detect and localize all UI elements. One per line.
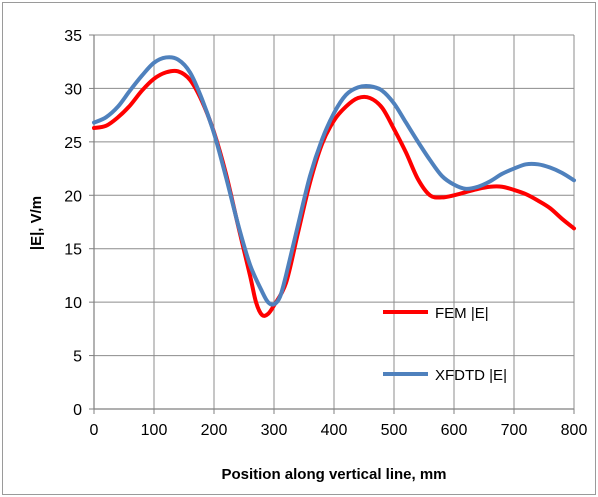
y-tick-label-25: 25 — [64, 135, 82, 152]
legend-label-xfdtd: XFDTD |E| — [435, 367, 507, 384]
y-tick-label-15: 15 — [64, 242, 82, 259]
x-axis-title: Position along vertical line, mm — [221, 466, 446, 483]
tick-labels: 0 100 200 300 400 500 600 700 800 0 5 10 15 20 25 30 35 — [64, 28, 587, 439]
y-tick-label-35: 35 — [64, 28, 82, 45]
grid — [93, 34, 575, 410]
x-tick-label-500: 500 — [381, 422, 408, 439]
y-tick-label-10: 10 — [64, 295, 82, 312]
x-tick-label-100: 100 — [141, 422, 168, 439]
x-tick-label-200: 200 — [201, 422, 228, 439]
y-tick-label-5: 5 — [73, 349, 82, 366]
axes — [89, 34, 575, 414]
legend: FEM |E| XFDTD |E| — [383, 305, 507, 384]
series-xfdtd-line — [92, 55, 576, 307]
x-tick-label-300: 300 — [261, 422, 288, 439]
x-tick-label-600: 600 — [441, 422, 468, 439]
y-tick-label-20: 20 — [64, 188, 82, 205]
x-tick-label-400: 400 — [321, 422, 348, 439]
y-tick-label-0: 0 — [73, 402, 82, 419]
x-tick-label-0: 0 — [90, 422, 99, 439]
series-lines — [92, 55, 576, 318]
x-tick-label-700: 700 — [501, 422, 528, 439]
y-axis-title: |E|, V/m — [28, 196, 45, 250]
x-tick-label-800: 800 — [561, 422, 588, 439]
legend-label-fem: FEM |E| — [435, 305, 489, 322]
line-chart: 0 100 200 300 400 500 600 700 80005101520253035 … — [28, 28, 587, 483]
y-tick-label-30: 30 — [64, 81, 82, 98]
